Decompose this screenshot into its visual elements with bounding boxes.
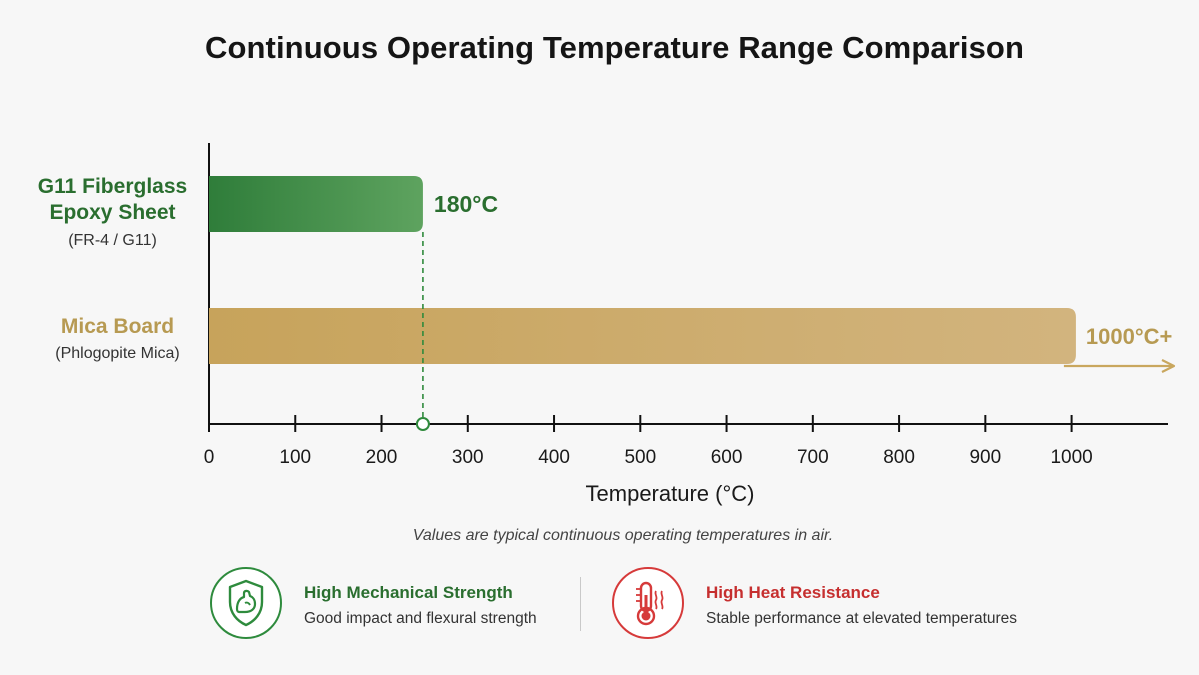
shield-muscle-icon <box>210 567 282 639</box>
x-tick-label: 400 <box>538 447 570 468</box>
reference-marker <box>415 417 430 431</box>
category-name: Mica Board <box>60 315 175 338</box>
category-name-line1: G11 Fiberglass <box>37 175 188 198</box>
x-tick-label: 500 <box>624 447 656 468</box>
bar-chart: 0 100 200 300 400 500 600 700 800 900 1000 Temperat… <box>204 143 1176 506</box>
x-tick-label: 100 <box>279 447 311 468</box>
value-label-g11: 180°C <box>434 191 498 217</box>
feature-title: High Mechanical Strength <box>304 583 513 602</box>
category-subtitle: (Phlogopite Mica) <box>55 345 180 362</box>
x-tick-label: 600 <box>711 447 743 468</box>
category-subtitle: (FR-4 / G11) <box>68 232 157 249</box>
footnote: Values are typical continuous operating … <box>412 527 834 544</box>
x-tick-label: 200 <box>366 447 398 468</box>
chart-title: Continuous Operating Temperature Range C… <box>204 30 1024 65</box>
feature-description: Good impact and flexural strength <box>304 610 537 627</box>
thermometer-heat-icon <box>612 567 684 639</box>
feature-heat-resistance: High Heat Resistance Stable performance … <box>612 567 1052 641</box>
x-tick-label: 700 <box>797 447 829 468</box>
x-tick-label: 0 <box>204 447 215 468</box>
x-axis-title: Temperature (°C) <box>586 481 755 506</box>
category-label-g11: G11 Fiberglass Epoxy Sheet (FR-4 / G11) <box>25 174 200 250</box>
category-name: G11 Fiberglass Epoxy Sheet <box>25 174 200 226</box>
value-label-mica: 1000°C+ <box>1086 324 1172 349</box>
bar-g11 <box>209 176 423 232</box>
x-tick-label: 1000 <box>1050 447 1092 468</box>
category-label-mica: Mica Board (Phlogopite Mica) <box>40 314 195 363</box>
x-tick-label: 800 <box>883 447 915 468</box>
feature-mechanical-strength: High Mechanical Strength Good impact and… <box>210 567 570 641</box>
x-tick-label: 900 <box>969 447 1001 468</box>
feature-title: High Heat Resistance <box>706 583 880 602</box>
category-name-line2: Epoxy Sheet <box>49 201 176 224</box>
mica-arrow-head <box>1161 359 1176 373</box>
feature-description: Stable performance at elevated temperatu… <box>706 610 1018 627</box>
bar-mica <box>209 308 1076 364</box>
x-tick-label: 300 <box>452 447 484 468</box>
feature-divider <box>580 577 581 631</box>
